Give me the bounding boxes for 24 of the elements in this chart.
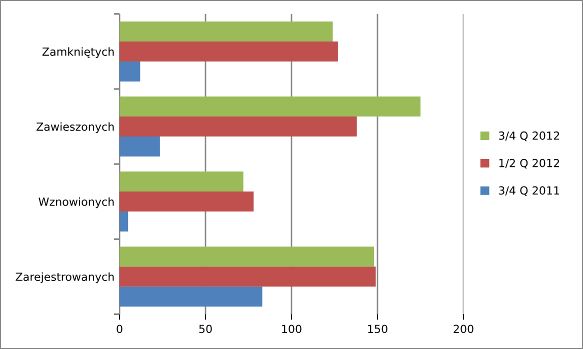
bar bbox=[120, 41, 338, 62]
y-tick-label: Zarejestrowanych bbox=[16, 272, 114, 284]
bar bbox=[120, 61, 140, 82]
bar bbox=[120, 136, 160, 157]
bar bbox=[120, 192, 254, 212]
y-tick-label: Zamkniętych bbox=[42, 47, 114, 58]
x-tick-label: 50 bbox=[199, 324, 212, 334]
x-tick-label: 0 bbox=[116, 324, 122, 334]
bar bbox=[120, 212, 128, 232]
bar bbox=[120, 96, 420, 117]
y-tick-label: Wznowionych bbox=[38, 197, 114, 208]
bar bbox=[120, 286, 262, 307]
legend-label: 3/4 Q 2012 bbox=[498, 131, 559, 142]
bar bbox=[120, 172, 244, 192]
legend-label: 1/2 Q 2012 bbox=[499, 158, 559, 169]
x-tick-label: 100 bbox=[282, 324, 302, 334]
y-tick-label: Zawieszonych bbox=[36, 122, 114, 134]
bar bbox=[120, 21, 333, 42]
legend-label: 3/4 Q 2011 bbox=[498, 186, 560, 196]
bar bbox=[120, 246, 374, 267]
bar bbox=[120, 266, 376, 287]
bar bbox=[120, 116, 357, 137]
x-tick-label: 150 bbox=[368, 324, 388, 334]
x-tick-label: 200 bbox=[454, 324, 474, 334]
